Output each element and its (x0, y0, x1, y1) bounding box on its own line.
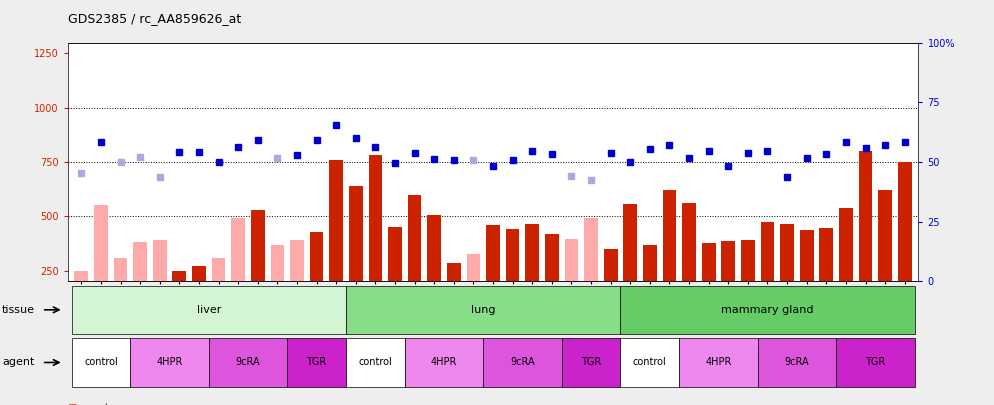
Text: 9cRA: 9cRA (784, 358, 809, 367)
Bar (173, 271, 186, 325)
Bar (75, 271, 88, 325)
Bar (742, 240, 754, 325)
Text: agent: agent (2, 358, 35, 367)
Text: 4HPR: 4HPR (156, 358, 183, 367)
Bar (819, 228, 833, 325)
Text: control: control (84, 358, 118, 367)
Bar (859, 151, 873, 325)
Bar (663, 190, 676, 325)
Text: ■: ■ (68, 403, 77, 405)
Bar (526, 224, 539, 325)
Bar (94, 205, 107, 325)
Bar (192, 266, 206, 325)
Bar (623, 205, 637, 325)
Bar (839, 208, 853, 325)
Bar (879, 190, 892, 325)
Bar (113, 258, 127, 325)
Bar (466, 254, 480, 325)
Bar (408, 194, 421, 325)
Text: liver: liver (197, 305, 221, 315)
Text: 9cRA: 9cRA (510, 358, 535, 367)
Bar (212, 258, 226, 325)
Bar (702, 243, 716, 325)
Bar (722, 241, 736, 325)
Text: tissue: tissue (2, 305, 35, 315)
Text: control: control (633, 358, 667, 367)
Bar (545, 234, 559, 325)
Text: mammary gland: mammary gland (722, 305, 814, 315)
Bar (603, 249, 617, 325)
Bar (584, 218, 598, 325)
Bar (290, 240, 304, 325)
Bar (760, 222, 774, 325)
Bar (250, 210, 264, 325)
Bar (800, 230, 813, 325)
Bar (270, 245, 284, 325)
Bar (153, 240, 167, 325)
Text: 4HPR: 4HPR (706, 358, 732, 367)
Bar (486, 225, 500, 325)
Bar (329, 160, 343, 325)
Bar (447, 263, 460, 325)
Bar (682, 203, 696, 325)
Text: count: count (83, 403, 109, 405)
Bar (780, 224, 794, 325)
Bar (232, 218, 245, 325)
Bar (427, 215, 441, 325)
Bar (133, 242, 147, 325)
Text: lung: lung (471, 305, 495, 315)
Bar (369, 156, 383, 325)
Text: GDS2385 / rc_AA859626_at: GDS2385 / rc_AA859626_at (68, 12, 241, 25)
Text: control: control (359, 358, 393, 367)
Text: 9cRA: 9cRA (236, 358, 260, 367)
Bar (349, 186, 363, 325)
Bar (565, 239, 579, 325)
Text: 4HPR: 4HPR (430, 358, 457, 367)
Bar (898, 162, 911, 325)
Bar (310, 232, 323, 325)
Text: TGR: TGR (306, 358, 327, 367)
Bar (506, 229, 520, 325)
Text: TGR: TGR (580, 358, 601, 367)
Bar (388, 227, 402, 325)
Text: TGR: TGR (865, 358, 886, 367)
Bar (643, 245, 657, 325)
